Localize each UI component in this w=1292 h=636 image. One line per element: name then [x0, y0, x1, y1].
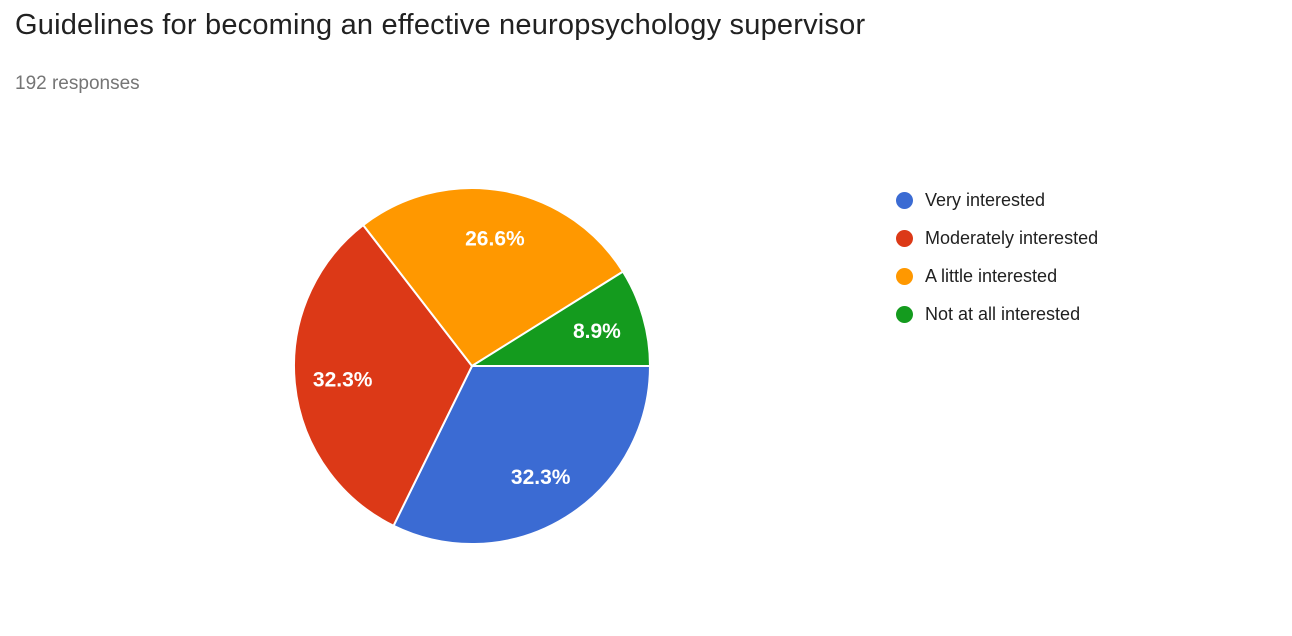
legend-item-3: Not at all interested [896, 295, 1098, 333]
legend-swatch-icon [896, 267, 913, 285]
responses-count: 192 responses [15, 73, 140, 94]
legend-label: Not at all interested [925, 303, 1081, 324]
legend-label: Very interested [925, 189, 1046, 210]
legend-label: Moderately interested [925, 227, 1099, 248]
legend-item-1: Moderately interested [896, 219, 1098, 257]
legend-item-2: A little interested [896, 257, 1098, 295]
pie-slice-percent-label: 26.6% [465, 228, 525, 251]
pie-slice-percent-label: 32.3% [511, 466, 571, 489]
pie-slice-3 [471, 270, 651, 367]
pie-chart: 32.3% 32.3% 26.6% 8.9% [293, 187, 651, 545]
pie-slice-0 [392, 365, 651, 545]
pie-slice-1 [293, 224, 473, 527]
legend-swatch-icon [896, 191, 913, 209]
question-title: Guidelines for becoming an effective neu… [15, 9, 866, 41]
legend-label: A little interested [925, 265, 1058, 286]
pie-slice-percent-label: 32.3% [313, 369, 373, 392]
legend-item-0: Very interested [896, 181, 1098, 219]
pie-slice-2 [362, 187, 624, 367]
chart-legend: Very interested Moderately interested A li… [896, 181, 1098, 333]
pie-slice-percent-label: 8.9% [573, 320, 621, 343]
legend-swatch-icon [896, 305, 913, 323]
legend-swatch-icon [896, 229, 913, 247]
